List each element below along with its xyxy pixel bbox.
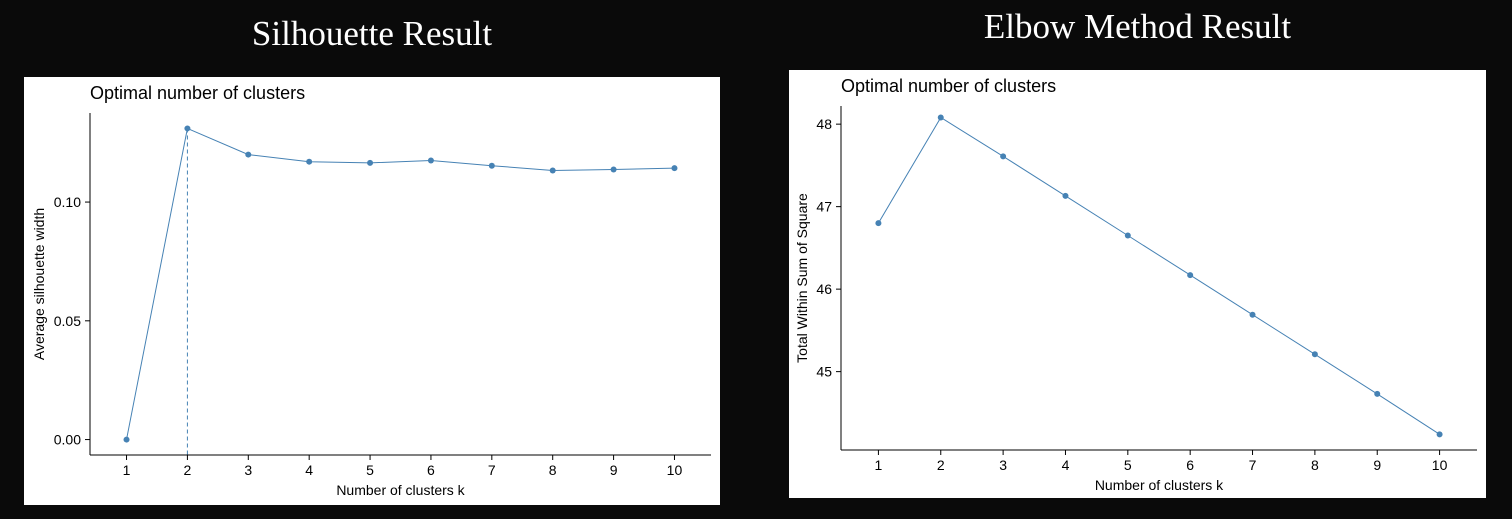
- x-axis-label: Number of clusters k: [1095, 477, 1224, 493]
- x-tick-label: 3: [999, 457, 1007, 473]
- x-tick-label: 9: [610, 462, 618, 478]
- data-point: [427, 157, 434, 164]
- y-tick-label: 48: [816, 116, 832, 132]
- chart-title: Optimal number of clusters: [841, 76, 1056, 96]
- x-tick-label: 10: [1432, 457, 1448, 473]
- data-point: [1311, 351, 1318, 358]
- x-tick-label: 1: [123, 462, 131, 478]
- data-point: [1124, 232, 1131, 239]
- silhouette-heading: Silhouette Result: [251, 14, 493, 53]
- x-tick-label: 5: [366, 462, 374, 478]
- data-point: [306, 158, 313, 165]
- data-point: [875, 220, 882, 227]
- data-point: [1249, 311, 1256, 318]
- data-point: [123, 436, 130, 443]
- x-axis-label: Number of clusters k: [336, 482, 465, 498]
- x-tick-label: 4: [305, 462, 313, 478]
- series-line: [877, 116, 1440, 435]
- data-point: [1062, 192, 1069, 199]
- data-point: [1374, 390, 1381, 397]
- data-point: [1000, 153, 1007, 160]
- series-line: [126, 127, 675, 440]
- y-tick-label: 0.10: [54, 194, 81, 210]
- y-tick-label: 0.05: [54, 313, 81, 329]
- x-tick-label: 9: [1373, 457, 1381, 473]
- y-axis-label: Average silhouette width: [31, 208, 47, 360]
- data-point: [937, 114, 944, 121]
- x-tick-label: 7: [1249, 457, 1257, 473]
- y-tick-label: 46: [816, 281, 832, 297]
- x-tick-label: 10: [667, 462, 683, 478]
- data-point: [245, 151, 252, 158]
- x-tick-label: 6: [427, 462, 435, 478]
- x-tick-label: 7: [488, 462, 496, 478]
- elbow-heading: Elbow Method Result: [983, 7, 1292, 46]
- data-point: [610, 166, 617, 173]
- data-point: [367, 159, 374, 166]
- silhouette-chart: Optimal number of clusters 1 2 3 4 5 6 7 8 9 10 0.0…: [31, 83, 711, 498]
- data-point: [184, 125, 191, 132]
- x-tick-label: 1: [875, 457, 883, 473]
- y-tick-label: 47: [816, 199, 832, 215]
- x-tick-label: 5: [1124, 457, 1132, 473]
- x-tick-label: 3: [244, 462, 252, 478]
- x-tick-label: 2: [184, 462, 192, 478]
- data-point: [671, 165, 678, 172]
- y-tick-label: 0.00: [54, 432, 81, 448]
- x-tick-label: 8: [1311, 457, 1319, 473]
- data-point: [1187, 272, 1194, 279]
- data-point: [488, 162, 495, 169]
- y-axis-label: Total Within Sum of Square: [794, 193, 810, 363]
- x-tick-label: 6: [1186, 457, 1194, 473]
- y-tick-label: 45: [816, 364, 832, 380]
- x-tick-label: 2: [937, 457, 945, 473]
- chart-title: Optimal number of clusters: [90, 83, 305, 103]
- x-tick-label: 8: [549, 462, 557, 478]
- elbow-chart-panel: Optimal number of clusters 1 2 3 4 5 6 7 8 9 10 45 4…: [789, 70, 1486, 498]
- data-point: [549, 167, 556, 174]
- data-point: [1436, 431, 1443, 438]
- silhouette-chart-panel: Optimal number of clusters 1 2 3 4 5 6 7 8 9 10 0.0…: [24, 77, 720, 505]
- x-tick-label: 4: [1062, 457, 1070, 473]
